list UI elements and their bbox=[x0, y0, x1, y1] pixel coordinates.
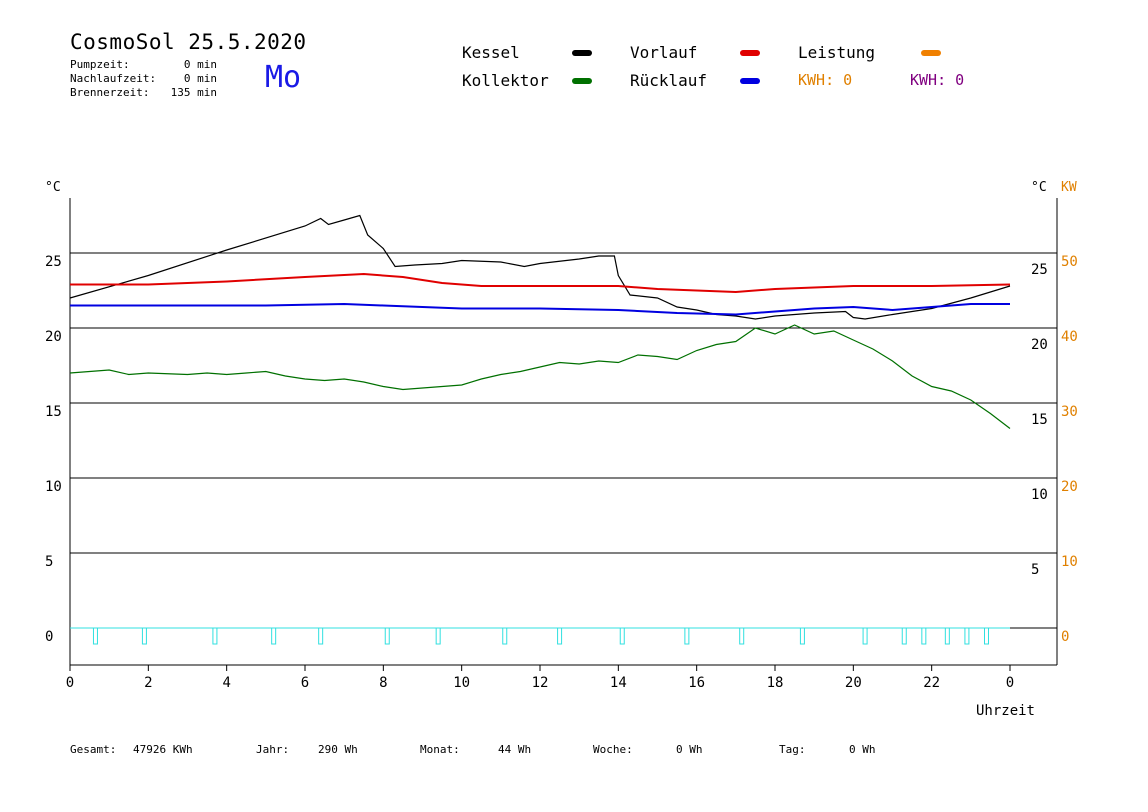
legend-kessel-swatch bbox=[572, 50, 592, 56]
kwh-leistung: KWH: 0 bbox=[798, 71, 853, 89]
y-tick-right-kw-50: 50 bbox=[1061, 254, 1078, 270]
y-tick-right-c-10: 10 bbox=[1031, 487, 1048, 503]
burner-pulse-4 bbox=[318, 627, 324, 645]
burner-pulse-15 bbox=[921, 627, 927, 645]
footer-monat-value: 44 Wh bbox=[498, 743, 532, 756]
burner-pulse-2 bbox=[212, 627, 218, 645]
series-line-kessel bbox=[69, 214, 1011, 320]
y-tick-left-20: 20 bbox=[45, 329, 62, 345]
x-tick-label-2: 4 bbox=[222, 675, 230, 691]
y-tick-left-0: 0 bbox=[45, 629, 53, 645]
y-tick-right-kw-20: 20 bbox=[1061, 479, 1078, 495]
footer-woche-label: Woche: bbox=[593, 743, 633, 756]
burner-pulse-8 bbox=[557, 627, 563, 645]
legend-ruecklauf-swatch bbox=[740, 78, 760, 84]
burner-pulse-0 bbox=[92, 627, 98, 645]
burner-pulse-3 bbox=[271, 627, 277, 645]
y-tick-left-15: 15 bbox=[45, 404, 62, 420]
burner-pulse-1 bbox=[141, 627, 147, 645]
burner-pulse-7 bbox=[502, 627, 508, 645]
page-title: CosmoSol 25.5.2020 bbox=[70, 30, 307, 54]
x-tick-label-1: 2 bbox=[144, 675, 152, 691]
y-tick-right-c-5: 5 bbox=[1031, 562, 1039, 578]
legend-kollektor-swatch bbox=[572, 78, 592, 84]
y-tick-right-c-25: 25 bbox=[1031, 262, 1048, 278]
legend-leistung-swatch bbox=[921, 50, 941, 56]
x-tick-label-7: 14 bbox=[610, 675, 627, 691]
burner-pulse-16 bbox=[944, 627, 950, 645]
footer-tag-label: Tag: bbox=[779, 743, 806, 756]
burner-pulse-6 bbox=[435, 627, 441, 645]
y-tick-left-25: 25 bbox=[45, 254, 62, 270]
unit-right-celsius: °C bbox=[1031, 180, 1047, 195]
footer-jahr-label: Jahr: bbox=[256, 743, 290, 756]
y-tick-right-c-15: 15 bbox=[1031, 412, 1048, 428]
stat-pumpzeit-value: 0 min bbox=[183, 58, 217, 71]
series-line-kollektor bbox=[69, 324, 1011, 429]
footer-woche-value: 0 Wh bbox=[676, 743, 703, 756]
legend-vorlauf-label: Vorlauf bbox=[630, 43, 698, 62]
burner-pulse-9 bbox=[619, 627, 625, 645]
x-tick-label-9: 18 bbox=[767, 675, 784, 691]
stat-nachlaufzeit-label: Nachlaufzeit: bbox=[70, 72, 157, 85]
footer-jahr-value: 290 Wh bbox=[318, 743, 358, 756]
footer-tag-value: 0 Wh bbox=[849, 743, 876, 756]
y-tick-right-c-20: 20 bbox=[1031, 337, 1048, 353]
y-tick-right-kw-0: 0 bbox=[1061, 629, 1069, 645]
x-axis-label: Uhrzeit bbox=[976, 703, 1035, 719]
x-tick-label-5: 10 bbox=[453, 675, 470, 691]
x-tick-label-0: 0 bbox=[66, 675, 74, 691]
series-line-ruecklauf bbox=[70, 302, 1010, 316]
legend-vorlauf-swatch bbox=[740, 50, 760, 56]
unit-right-kw: KW bbox=[1061, 180, 1077, 195]
footer-monat-label: Monat: bbox=[420, 743, 460, 756]
y-tick-left-5: 5 bbox=[45, 554, 53, 570]
x-tick-label-12: 0 bbox=[1006, 675, 1014, 691]
x-tick-label-11: 22 bbox=[923, 675, 940, 691]
burner-pulse-11 bbox=[739, 627, 745, 645]
burner-pulse-18 bbox=[984, 627, 989, 645]
legend-leistung-label: Leistung bbox=[798, 43, 876, 62]
x-tick-label-10: 20 bbox=[845, 675, 862, 691]
y-tick-right-kw-10: 10 bbox=[1061, 554, 1078, 570]
kwh-secondary: KWH: 0 bbox=[910, 71, 965, 89]
burner-pulse-17 bbox=[964, 627, 970, 645]
burner-pulse-5 bbox=[384, 627, 390, 645]
footer-gesamt-value: 47926 KWh bbox=[133, 743, 193, 756]
stat-nachlaufzeit-value: 0 min bbox=[183, 72, 217, 85]
stat-brennerzeit-value: 135 min bbox=[170, 86, 217, 99]
y-tick-right-kw-30: 30 bbox=[1061, 404, 1078, 420]
stat-pumpzeit-label: Pumpzeit: bbox=[70, 58, 130, 71]
x-tick-label-4: 8 bbox=[379, 675, 387, 691]
stat-brennerzeit-label: Brennerzeit: bbox=[70, 86, 150, 99]
footer-gesamt-label: Gesamt: bbox=[70, 743, 117, 756]
legend-ruecklauf-label: Rücklauf bbox=[630, 71, 708, 90]
burner-pulse-13 bbox=[862, 627, 868, 645]
x-tick-label-3: 6 bbox=[301, 675, 309, 691]
unit-left-celsius: °C bbox=[45, 180, 61, 195]
legend-kessel-label: Kessel bbox=[462, 43, 520, 62]
y-tick-left-10: 10 bbox=[45, 479, 62, 495]
x-tick-label-6: 12 bbox=[532, 675, 549, 691]
y-tick-right-kw-40: 40 bbox=[1061, 329, 1078, 345]
burner-pulse-10 bbox=[684, 627, 690, 645]
x-tick-label-8: 16 bbox=[688, 675, 705, 691]
legend-kollektor-label: Kollektor bbox=[462, 71, 549, 90]
series-line-vorlauf bbox=[70, 272, 1011, 294]
burner-pulse-14 bbox=[901, 627, 907, 645]
burner-pulse-12 bbox=[799, 627, 805, 645]
weekday-label: Mo bbox=[265, 60, 302, 95]
